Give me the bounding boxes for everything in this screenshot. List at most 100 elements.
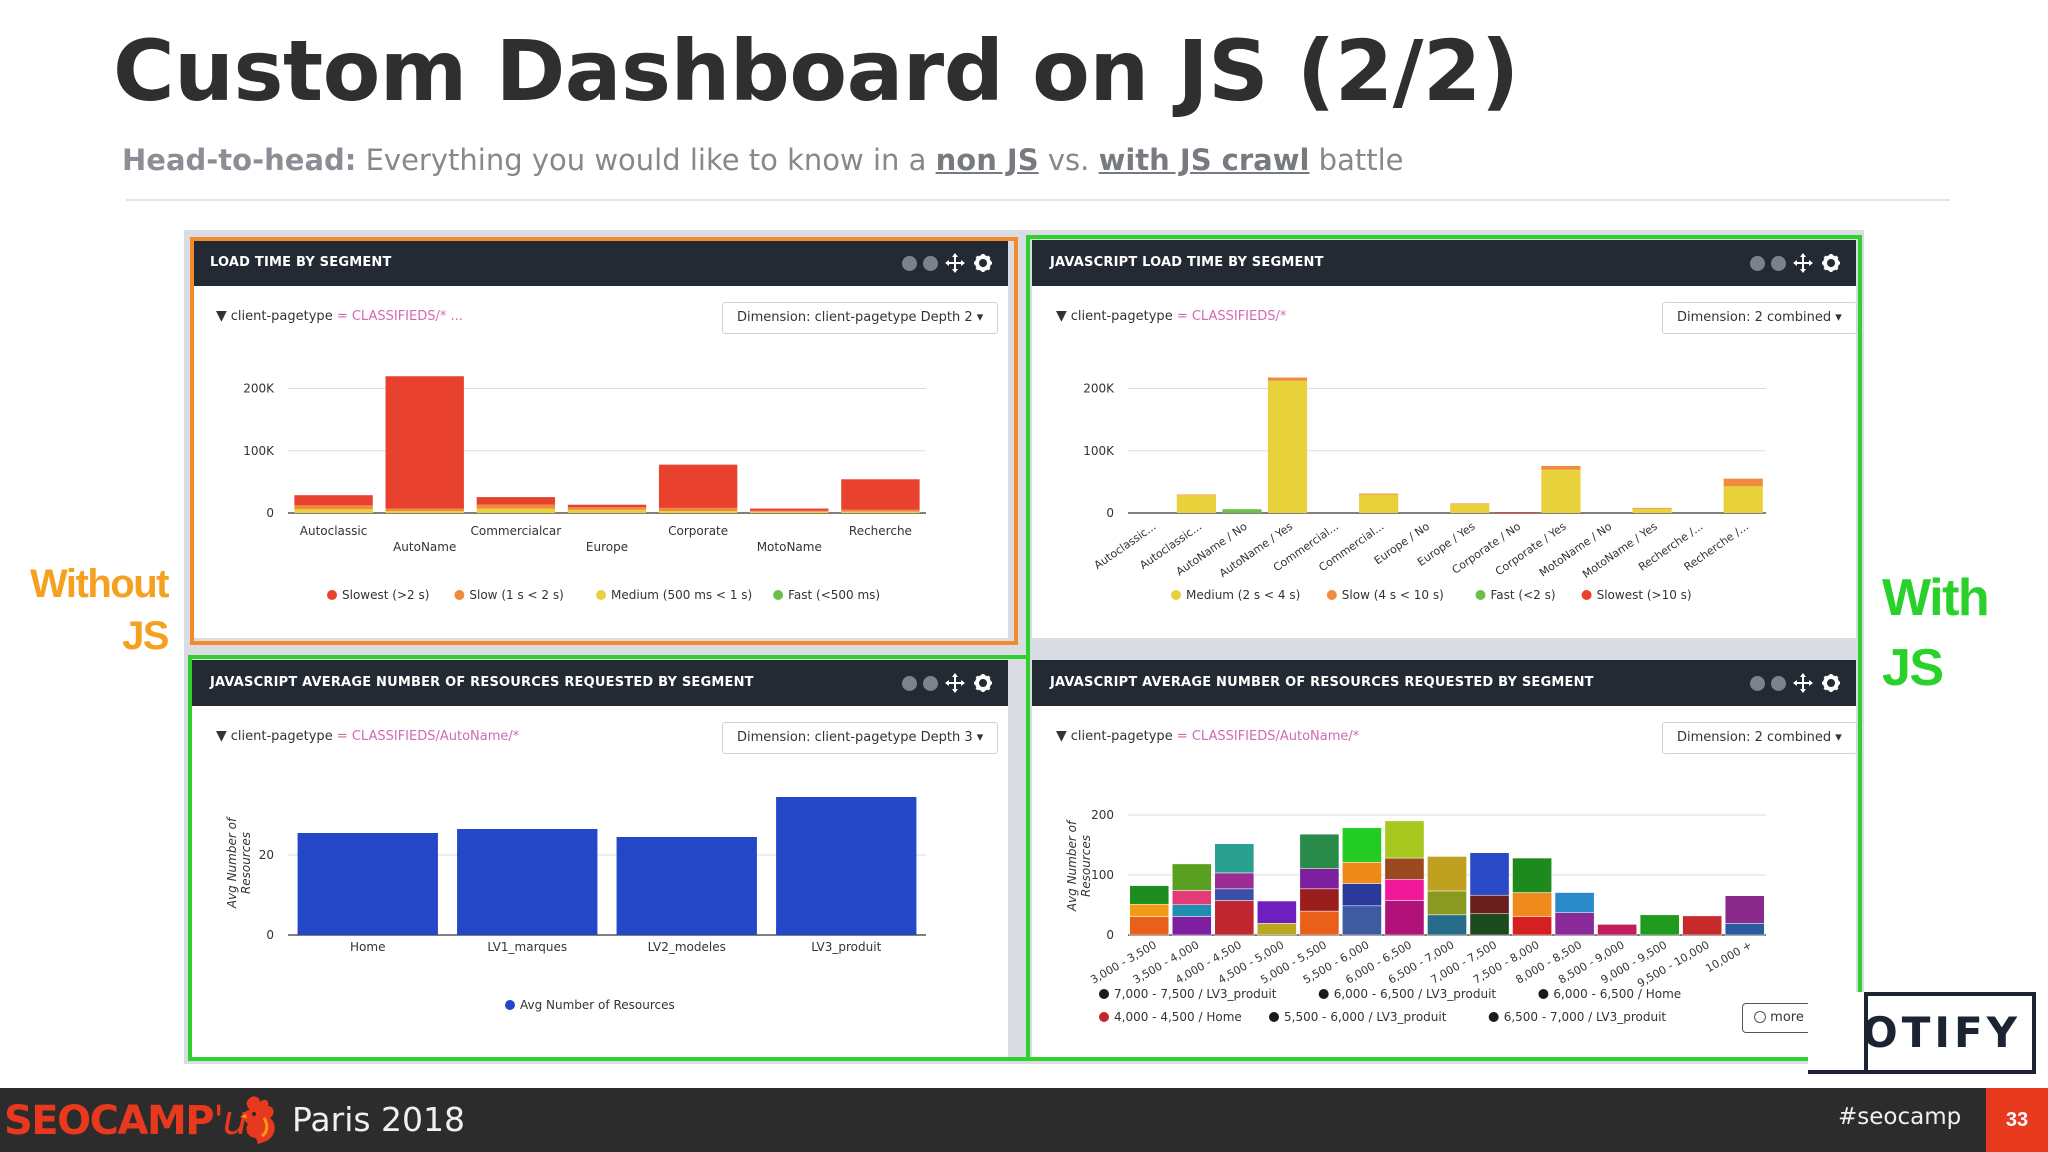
subtitle-link-non-js[interactable]: non JS	[935, 143, 1039, 177]
bar-segment	[1171, 863, 1212, 891]
bar	[616, 837, 757, 935]
subtitle-lead: Head-to-head:	[122, 143, 357, 177]
legend-entry: 5,500 - 6,000 / LV3_produit	[1284, 1010, 1447, 1024]
frame-without-js	[190, 237, 1018, 645]
legend-marker	[1318, 989, 1329, 999]
filter-key: client-pagetype	[230, 309, 333, 324]
bar-segment	[476, 508, 556, 513]
x-tick-label: Home	[350, 940, 385, 954]
y-tick-label: 200K	[243, 382, 275, 396]
legend-marker	[454, 590, 465, 600]
segment-filter[interactable]: ▼ client-pagetype = CLASSIFIEDS/* ...	[216, 308, 463, 324]
bar-segment	[1541, 465, 1581, 470]
gear-icon[interactable]	[1820, 672, 1842, 694]
legend-entry: Medium (500 ms < 1 s)	[611, 588, 752, 602]
bar-segment	[294, 505, 373, 510]
minimize-icon[interactable]	[1750, 675, 1765, 691]
filter-value: = CLASSIFIEDS/*	[1176, 309, 1287, 324]
bar-segment	[1384, 900, 1425, 936]
y-tick-label: 20	[259, 848, 274, 862]
footer-bar: SEOCAMP'us Paris 2018 #seocamp 33	[0, 1088, 2048, 1152]
oncrawl-logo: OTIFY	[1862, 1008, 2022, 1057]
x-tick-label: LV2_modeles	[648, 940, 726, 954]
legend-entry: 4,000 - 4,500 / Home	[1114, 1010, 1242, 1024]
bar	[776, 797, 917, 935]
expand-icon[interactable]	[923, 675, 938, 691]
hashtag: #seocamp	[1838, 1104, 1962, 1130]
move-icon[interactable]	[1792, 672, 1814, 694]
bar-segment	[1359, 493, 1399, 495]
move-icon[interactable]	[944, 252, 966, 274]
more-button[interactable]: more	[1742, 1003, 1816, 1033]
segment-filter[interactable]: ▼ client-pagetype = CLASSIFIEDS/AutoName/…	[216, 728, 519, 744]
bar-segment	[1214, 843, 1255, 874]
bar-segment	[1632, 507, 1672, 509]
bar-segment	[1427, 856, 1467, 892]
filter-icon: ▼	[216, 308, 227, 324]
legend-marker	[1475, 590, 1486, 600]
slide-subtitle: Head-to-head: Everything you would like …	[122, 143, 1404, 177]
legend-marker	[773, 590, 784, 600]
x-tick-label: LV1_marques	[487, 940, 567, 954]
dimension-select[interactable]: Dimension: client-pagetype Depth 2 ▾	[722, 302, 999, 334]
legend-entry: 7,000 - 7,500 / LV3_produit	[1114, 987, 1277, 1001]
panel-tools	[1750, 660, 1842, 706]
bar-segment	[1267, 377, 1308, 381]
bar-segment	[1342, 905, 1382, 936]
legend-entry: Fast (<500 ms)	[788, 588, 880, 602]
legend-marker	[1326, 590, 1337, 600]
y-tick-label: 0	[266, 928, 274, 942]
legend-entry: 6,000 - 6,500 / Home	[1553, 987, 1681, 1001]
radio-icon	[1754, 1011, 1767, 1023]
dimension-select[interactable]: Dimension: 2 combined ▾	[1662, 302, 1857, 334]
panel-tools	[902, 660, 994, 706]
subtitle-link-with-js[interactable]: with JS crawl	[1098, 143, 1310, 177]
legend-entry: Slow (4 s < 10 s)	[1342, 588, 1444, 602]
dimension-select[interactable]: Dimension: 2 combined ▾	[1662, 722, 1857, 754]
bar-segment	[385, 376, 464, 509]
expand-icon[interactable]	[1771, 255, 1786, 271]
y-tick-label: 100K	[1083, 444, 1115, 458]
legend-entry: 6,000 - 6,500 / LV3_produit	[1334, 987, 1497, 1001]
move-icon[interactable]	[944, 672, 966, 694]
panel-header: LOAD TIME BY SEGMENT	[192, 240, 1008, 286]
bar-segment	[1299, 833, 1340, 869]
move-icon[interactable]	[1792, 252, 1814, 274]
filter-icon: ▼	[216, 728, 227, 744]
expand-icon[interactable]	[923, 255, 938, 271]
bar-segment	[750, 508, 829, 511]
y-tick-label: 200K	[1083, 382, 1115, 396]
gear-icon[interactable]	[1820, 252, 1842, 274]
y-axis-label: Avg Number of	[225, 816, 239, 909]
legend-entry: Slowest (>2 s)	[342, 588, 429, 602]
frame-with-js	[1026, 235, 1862, 1061]
legend-entry: 6,500 - 7,000 / LV3_produit	[1504, 1010, 1667, 1024]
panel-load-time: LOAD TIME BY SEGMENT ▼ client-pagetype = …	[192, 240, 1008, 638]
segment-filter[interactable]: ▼ client-pagetype = CLASSIFIEDS/*	[1056, 308, 1286, 324]
segment-filter[interactable]: ▼ client-pagetype = CLASSIFIEDS/AutoName/…	[1056, 728, 1359, 744]
y-tick-label: 100	[1091, 868, 1114, 882]
bar-segment	[750, 511, 829, 513]
legend-entry: Slow (1 s < 2 s)	[469, 588, 563, 602]
bar-segment	[567, 504, 647, 508]
minimize-icon[interactable]	[902, 675, 917, 691]
x-tick-label: Corporate	[668, 524, 728, 538]
legend-marker	[1581, 590, 1592, 600]
minimize-icon[interactable]	[902, 255, 917, 271]
expand-icon[interactable]	[1771, 675, 1786, 691]
bar-segment	[1214, 900, 1255, 936]
minimize-icon[interactable]	[1750, 255, 1765, 271]
legend-entry: Fast (<2 s)	[1491, 588, 1556, 602]
gear-icon[interactable]	[972, 252, 994, 274]
slide-title: Custom Dashboard on JS (2/2)	[113, 22, 1519, 120]
gear-icon[interactable]	[972, 672, 994, 694]
x-tick-label: MotoName	[757, 540, 822, 554]
panel-title: JAVASCRIPT AVERAGE NUMBER OF RESOURCES R…	[1050, 675, 1594, 690]
bar-segment	[1639, 914, 1680, 936]
dimension-select[interactable]: Dimension: client-pagetype Depth 3 ▾	[722, 722, 999, 754]
bar-segment	[1257, 900, 1297, 924]
x-tick-label: AutoName	[393, 540, 456, 554]
y-tick-label: 0	[1106, 928, 1114, 942]
bar-segment	[1176, 494, 1216, 496]
panel-header: JAVASCRIPT LOAD TIME BY SEGMENT	[1032, 240, 1856, 286]
